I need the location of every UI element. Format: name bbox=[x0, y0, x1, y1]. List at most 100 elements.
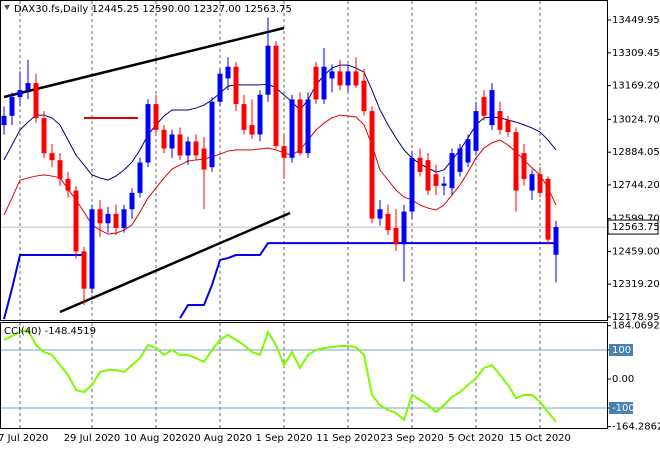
candle-body bbox=[401, 211, 407, 245]
candle-body bbox=[345, 71, 351, 86]
y-tick-label: 12178.95 bbox=[612, 312, 660, 323]
candle-body bbox=[185, 141, 191, 156]
indicator-title: CCI(40) -148.4519 bbox=[4, 326, 96, 337]
candle-body bbox=[361, 80, 367, 112]
candle-body bbox=[17, 90, 23, 98]
y-tick-label: 184.0692 bbox=[612, 321, 660, 332]
last-price-box bbox=[607, 219, 659, 235]
candle-body bbox=[33, 83, 39, 119]
candle-body bbox=[409, 157, 415, 212]
cci-panel bbox=[0, 322, 608, 429]
candle-body bbox=[225, 66, 231, 79]
candle-body bbox=[321, 66, 327, 100]
candle-body bbox=[121, 209, 127, 228]
x-tick-label: 29 Jul 2020 bbox=[64, 433, 121, 444]
candle-body bbox=[553, 227, 559, 255]
candle-body bbox=[265, 45, 271, 95]
candle-body bbox=[169, 134, 175, 149]
candle-body bbox=[329, 71, 335, 79]
candle-body bbox=[417, 157, 423, 172]
y-tick-label: 12319.20 bbox=[612, 279, 660, 290]
y-tick-label: 0.00 bbox=[612, 374, 634, 385]
y-tick-label: 13449.95 bbox=[612, 15, 660, 26]
candle-body bbox=[457, 148, 463, 172]
marks bbox=[1, 17, 559, 423]
candle-body bbox=[537, 174, 543, 193]
y-tick-label: 100 bbox=[612, 345, 631, 356]
level-label-box bbox=[609, 344, 633, 357]
candle-body bbox=[209, 101, 215, 168]
x-tick-label: 15 Oct 2020 bbox=[509, 433, 571, 444]
candle-body bbox=[241, 104, 247, 130]
candle-body bbox=[49, 153, 55, 161]
candle-body bbox=[297, 99, 303, 154]
candle-body bbox=[153, 104, 159, 130]
x-tick-label: 10 Aug 2020 bbox=[124, 433, 188, 444]
candle-body bbox=[393, 227, 399, 245]
trend-line bbox=[59, 211, 291, 314]
candle-body bbox=[177, 134, 183, 156]
candle-body bbox=[41, 118, 47, 154]
indicator-line bbox=[3, 328, 557, 423]
candle-body bbox=[449, 153, 455, 189]
candle-body bbox=[353, 71, 359, 86]
candle-body bbox=[113, 213, 119, 228]
candle-body bbox=[105, 213, 111, 224]
candle-body bbox=[193, 141, 199, 156]
x-tick-label: 1 Sep 2020 bbox=[255, 433, 312, 444]
candle-body bbox=[89, 209, 95, 289]
candle-body bbox=[441, 183, 447, 186]
candle-body bbox=[369, 111, 375, 219]
candle-body bbox=[529, 174, 535, 191]
candle-body bbox=[97, 209, 103, 224]
x-tick-label: 11 Sep 2020 bbox=[316, 433, 379, 444]
candle-body bbox=[57, 160, 63, 179]
y-tick-label: 12459.00 bbox=[612, 247, 660, 258]
candle-body bbox=[545, 178, 551, 240]
candle-body bbox=[273, 45, 279, 147]
overlay-line bbox=[3, 114, 557, 235]
candle-body bbox=[281, 146, 287, 158]
y-tick-label: 13309.45 bbox=[612, 48, 660, 59]
candle-body bbox=[497, 111, 503, 130]
candle-body bbox=[305, 99, 311, 154]
candle-body bbox=[65, 178, 71, 191]
candle-body bbox=[25, 83, 31, 91]
candle-body bbox=[377, 209, 383, 219]
y-tick-label: 12744.20 bbox=[612, 180, 660, 191]
x-tick-label: 23 Sep 2020 bbox=[380, 433, 443, 444]
chart-title: DAX30.fs,Daily 12445.25 12590.00 12327.0… bbox=[14, 4, 292, 15]
y-tick-label: 13024.70 bbox=[612, 114, 660, 125]
candle-body bbox=[481, 97, 487, 116]
price-panel bbox=[0, 0, 608, 321]
candle-body bbox=[73, 190, 79, 252]
candle-body bbox=[217, 73, 223, 102]
overlay-line bbox=[3, 64, 557, 181]
x-tick-label: 5 Oct 2020 bbox=[448, 433, 503, 444]
candle-body bbox=[81, 251, 87, 289]
y-tick-label: 13169.20 bbox=[612, 81, 660, 92]
candle-body bbox=[129, 192, 135, 210]
y-tick-label: 12599.70 bbox=[612, 214, 660, 225]
candle-body bbox=[433, 174, 439, 186]
candle-body bbox=[489, 90, 495, 126]
candle-body bbox=[1, 115, 7, 126]
level-label-box bbox=[609, 401, 633, 414]
candle-body bbox=[473, 111, 479, 151]
x-tick-label: 20 Aug 2020 bbox=[188, 433, 252, 444]
candle-body bbox=[385, 213, 391, 231]
y-tick-label: -164.2862 bbox=[612, 422, 660, 433]
candle-body bbox=[249, 125, 255, 135]
overlay-line bbox=[3, 242, 556, 320]
candle-body bbox=[257, 94, 263, 135]
candle-body bbox=[145, 104, 151, 163]
x-tick-label: 17 Jul 2020 bbox=[0, 433, 48, 444]
y-tick-label: 12884.05 bbox=[612, 147, 660, 158]
candle-body bbox=[161, 129, 167, 149]
trend-line bbox=[3, 26, 285, 99]
candle-body bbox=[313, 66, 319, 100]
candle-body bbox=[289, 99, 295, 158]
candle-body bbox=[137, 162, 143, 193]
candle-body bbox=[465, 139, 471, 163]
